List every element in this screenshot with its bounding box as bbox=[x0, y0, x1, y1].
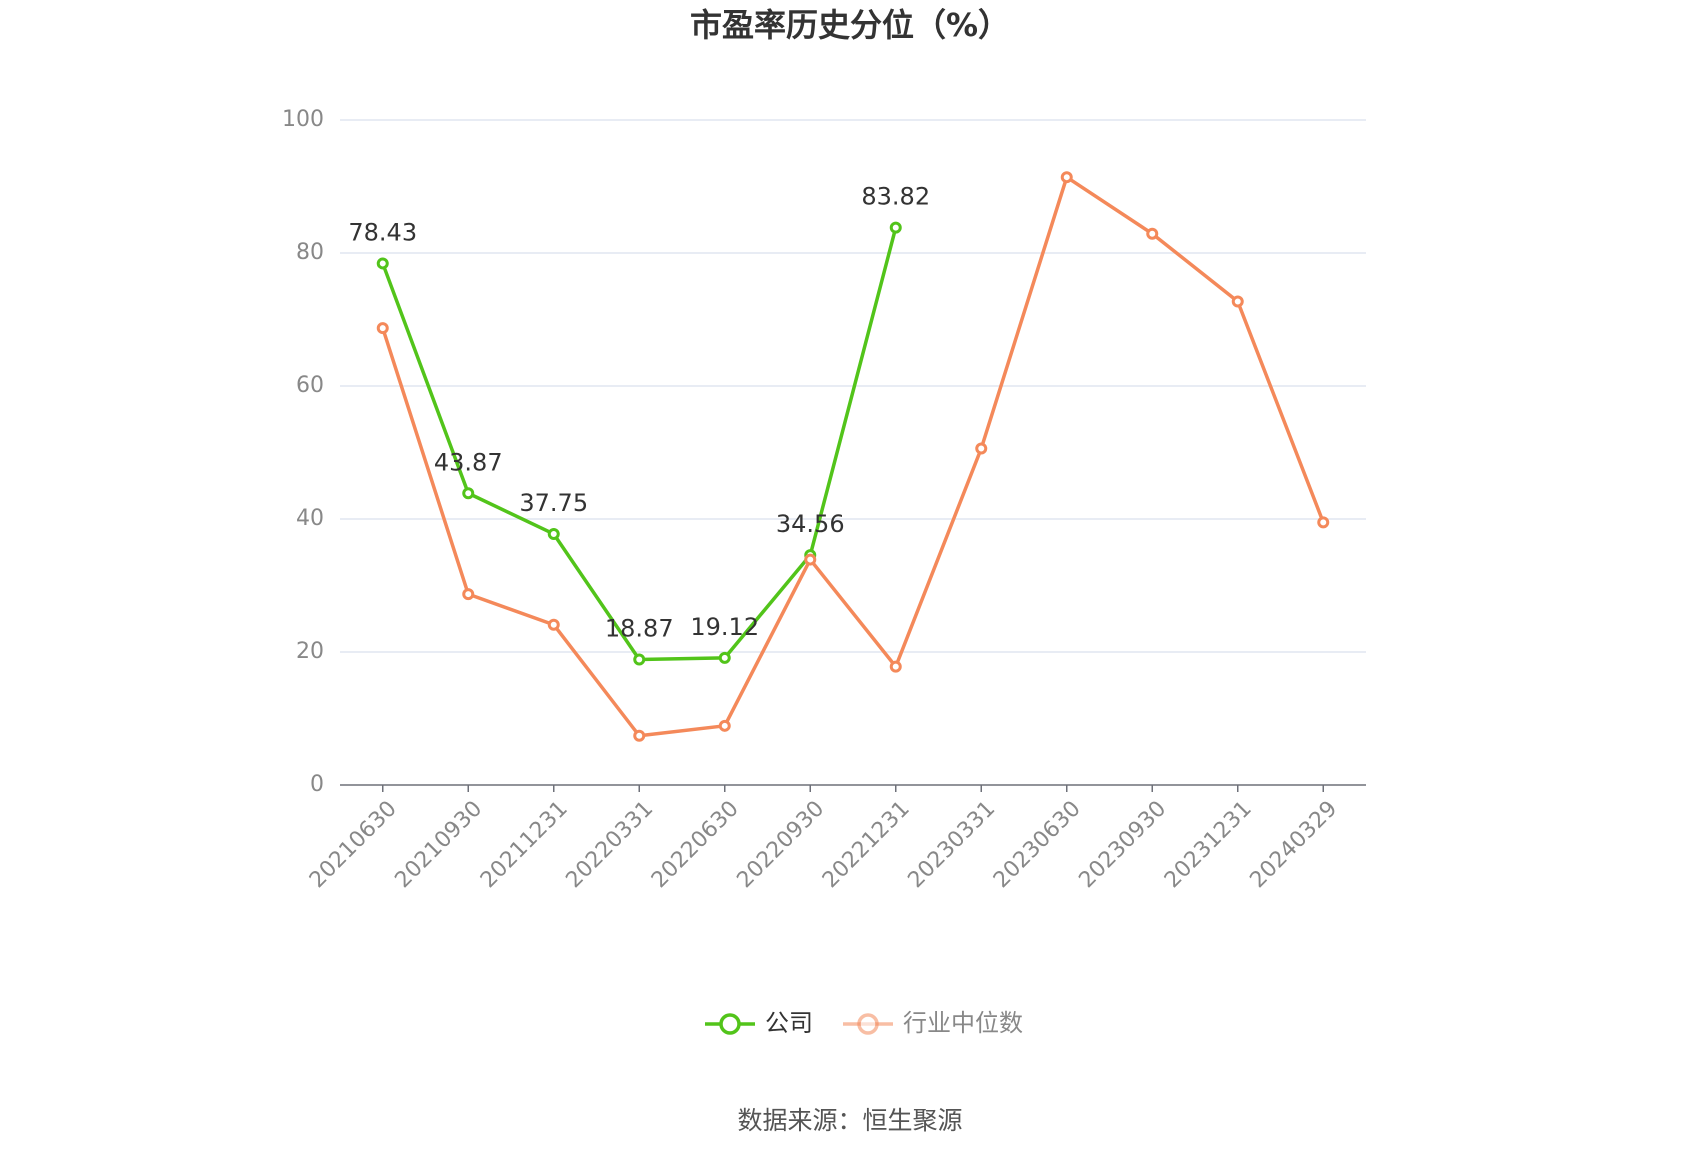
data-point bbox=[462, 588, 475, 601]
data-point bbox=[547, 618, 560, 631]
x-tick-label: 20210930 bbox=[390, 796, 487, 893]
series-line bbox=[381, 227, 898, 662]
data-point bbox=[718, 719, 731, 732]
x-tick-label: 20230930 bbox=[1074, 796, 1171, 893]
data-label: 43.87 bbox=[434, 448, 503, 476]
series-line bbox=[381, 175, 1325, 738]
y-tick-label: 80 bbox=[296, 240, 324, 265]
data-label: 19.12 bbox=[690, 613, 759, 641]
data-point bbox=[633, 729, 646, 742]
x-tick-label: 20220630 bbox=[647, 796, 744, 893]
legend-swatch bbox=[857, 1013, 879, 1035]
legend-label: 公司 bbox=[765, 1009, 813, 1037]
source-note: 数据来源：恒生聚源 bbox=[737, 1106, 962, 1135]
chart-title: 市盈率历史分位（%） bbox=[690, 6, 1010, 44]
data-label: 37.75 bbox=[519, 489, 588, 517]
y-tick-label: 60 bbox=[296, 373, 324, 398]
data-label: 83.82 bbox=[861, 183, 930, 211]
x-tick-label: 20230630 bbox=[989, 796, 1086, 893]
x-tick-label: 20240329 bbox=[1245, 796, 1342, 893]
x-tick-label: 20230331 bbox=[903, 796, 1000, 893]
data-point bbox=[376, 257, 389, 270]
x-tick-label: 20211231 bbox=[476, 796, 573, 893]
data-point bbox=[718, 651, 731, 664]
data-point bbox=[1146, 227, 1159, 240]
x-tick-label: 20210630 bbox=[305, 796, 402, 893]
x-tick-label: 20220331 bbox=[561, 796, 658, 893]
data-point bbox=[889, 660, 902, 673]
y-tick-label: 0 bbox=[310, 772, 324, 797]
data-point bbox=[804, 553, 817, 566]
data-point bbox=[1317, 516, 1330, 529]
y-tick-label: 40 bbox=[296, 506, 324, 531]
data-point bbox=[975, 442, 988, 455]
data-point bbox=[1060, 171, 1073, 184]
data-point bbox=[462, 487, 475, 500]
data-label: 18.87 bbox=[605, 615, 674, 643]
data-point bbox=[547, 527, 560, 540]
data-point bbox=[1231, 295, 1244, 308]
data-point bbox=[633, 653, 646, 666]
y-tick-label: 20 bbox=[296, 639, 324, 664]
data-label: 78.43 bbox=[348, 218, 417, 246]
data-label: 34.56 bbox=[776, 510, 845, 538]
x-tick-label: 20220930 bbox=[732, 796, 829, 893]
x-tick-label: 20231231 bbox=[1160, 796, 1257, 893]
legend-swatch bbox=[719, 1013, 741, 1035]
data-point bbox=[889, 221, 902, 234]
y-tick-label: 100 bbox=[282, 107, 324, 132]
data-point bbox=[376, 322, 389, 335]
legend-label: 行业中位数 bbox=[903, 1009, 1023, 1037]
x-tick-label: 20221231 bbox=[818, 796, 915, 893]
